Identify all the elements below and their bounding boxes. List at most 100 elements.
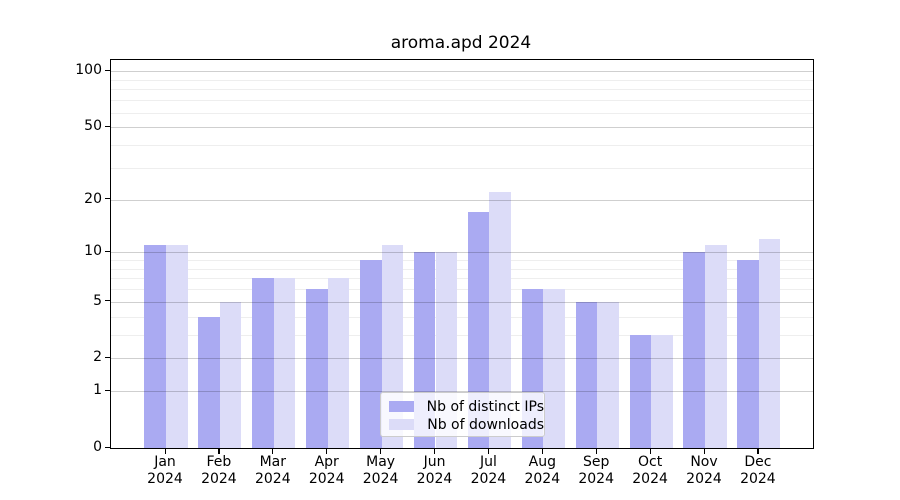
- x-tick-mark: [649, 448, 651, 454]
- gridline-major: [111, 391, 813, 393]
- x-tick-mark: [326, 448, 328, 454]
- x-tick-month: Apr: [314, 454, 339, 470]
- x-tick-year: 2024: [470, 471, 507, 487]
- y-tick-mark: [104, 198, 110, 200]
- legend-label-ips: Nb of distinct IPs: [426, 398, 544, 415]
- x-tick-year: 2024: [147, 471, 183, 487]
- gridline-minor: [111, 316, 813, 318]
- x-tick-month: Jan: [154, 454, 176, 470]
- gridline-minor: [111, 79, 813, 81]
- x-tick-mark: [487, 448, 490, 454]
- x-tick-year: 2024: [578, 471, 614, 487]
- bar-ips-sep: [575, 301, 598, 448]
- gridline-major: [111, 301, 813, 303]
- x-tick-label-dec: Dec 2024: [726, 454, 790, 488]
- x-tick-month: Dec: [744, 454, 772, 470]
- y-tick-label: 100: [75, 62, 102, 79]
- x-tick-month: Oct: [637, 454, 663, 470]
- x-tick-month: Aug: [528, 454, 556, 470]
- y-tick-label: 5: [93, 292, 102, 309]
- legend-swatch-ips: [389, 401, 414, 412]
- chart-title: aroma.apd 2024: [390, 33, 532, 53]
- x-tick-label-may: May 2024: [349, 454, 413, 488]
- bar-downloads-sep: [597, 301, 619, 448]
- bar-ips-may: [360, 260, 382, 448]
- bar-ips-feb: [198, 316, 220, 448]
- y-tick-mark: [104, 300, 110, 302]
- legend: Nb of distinct IPs Nb of downloads: [380, 392, 545, 437]
- x-tick-mark: [595, 448, 597, 454]
- x-tick-mark: [541, 448, 543, 454]
- bar-downloads-apr: [327, 278, 350, 448]
- y-tick-label: 2: [93, 349, 102, 366]
- x-tick-month: Mar: [259, 454, 286, 470]
- gridline-minor: [111, 260, 813, 262]
- bar-ips-nov: [683, 252, 705, 448]
- x-tick-year: 2024: [686, 471, 722, 487]
- bar-ips-apr: [306, 289, 328, 448]
- bar-downloads-oct: [651, 334, 673, 448]
- x-tick-month: Jul: [479, 454, 497, 470]
- y-tick-mark: [104, 69, 110, 71]
- x-tick-label-mar: Mar 2024: [241, 454, 305, 488]
- x-tick-year: 2024: [632, 471, 668, 487]
- x-tick-year: 2024: [254, 471, 291, 487]
- y-tick-mark: [104, 250, 110, 252]
- legend-item-downloads: Nb of downloads: [389, 416, 544, 433]
- x-tick-year: 2024: [740, 471, 776, 487]
- bar-downloads-feb: [219, 301, 242, 448]
- x-tick-year: 2024: [524, 471, 561, 487]
- x-tick-label-oct: Oct 2024: [618, 454, 682, 488]
- bar-downloads-aug: [543, 289, 565, 448]
- gridline-minor: [111, 278, 813, 280]
- x-tick-mark: [434, 448, 436, 454]
- x-tick-year: 2024: [308, 471, 345, 487]
- gridline-major: [111, 71, 813, 73]
- plot-area: [110, 59, 814, 449]
- y-tick-mark: [104, 125, 110, 127]
- gridline-major: [111, 199, 813, 201]
- gridline-minor: [111, 167, 813, 169]
- legend-label-downloads: Nb of downloads: [427, 416, 544, 433]
- y-tick-label: 10: [84, 243, 102, 260]
- x-tick-year: 2024: [416, 471, 453, 487]
- gridline-major: [111, 127, 813, 129]
- y-tick-mark: [104, 389, 110, 392]
- bar-downloads-mar: [273, 278, 296, 448]
- x-tick-label-feb: Feb 2024: [187, 454, 251, 488]
- bar-downloads-jan: [166, 245, 188, 448]
- x-tick-mark: [757, 448, 759, 454]
- gridline-major: [111, 252, 813, 254]
- gridline-minor: [111, 112, 813, 114]
- bar-ips-oct: [629, 334, 652, 448]
- x-tick-label-jul: Jul 2024: [456, 454, 520, 488]
- bar-ips-jul: [467, 212, 490, 448]
- x-tick-month: Sep: [582, 454, 610, 470]
- bar-downloads-dec: [758, 238, 781, 448]
- gridline-major: [111, 358, 813, 360]
- legend-item-ips: Nb of distinct IPs: [389, 398, 544, 415]
- gridline-minor: [111, 144, 813, 146]
- x-tick-label-sep: Sep 2024: [564, 454, 628, 488]
- x-tick-label-apr: Apr 2024: [295, 454, 359, 488]
- gridline-minor: [111, 268, 813, 270]
- x-tick-mark: [380, 448, 382, 454]
- x-tick-month: May: [366, 454, 396, 470]
- bar-downloads-jul: [489, 192, 511, 448]
- x-tick-mark: [703, 448, 705, 454]
- x-tick-label-aug: Aug 2024: [510, 454, 574, 488]
- gridline-minor: [111, 100, 813, 102]
- gridline-minor: [111, 89, 813, 91]
- x-tick-month: Nov: [690, 454, 718, 470]
- x-tick-month: Feb: [206, 454, 232, 470]
- x-tick-label-jan: Jan 2024: [133, 454, 197, 488]
- legend-swatch-downloads: [389, 419, 415, 430]
- x-tick-year: 2024: [362, 471, 399, 487]
- gridline-minor: [111, 334, 813, 336]
- y-tick-label: 0: [93, 439, 102, 455]
- y-tick-label: 20: [84, 190, 102, 207]
- bar-ips-mar: [252, 278, 274, 448]
- x-tick-label-jun: Jun 2024: [403, 454, 467, 488]
- y-tick-label: 50: [84, 118, 102, 135]
